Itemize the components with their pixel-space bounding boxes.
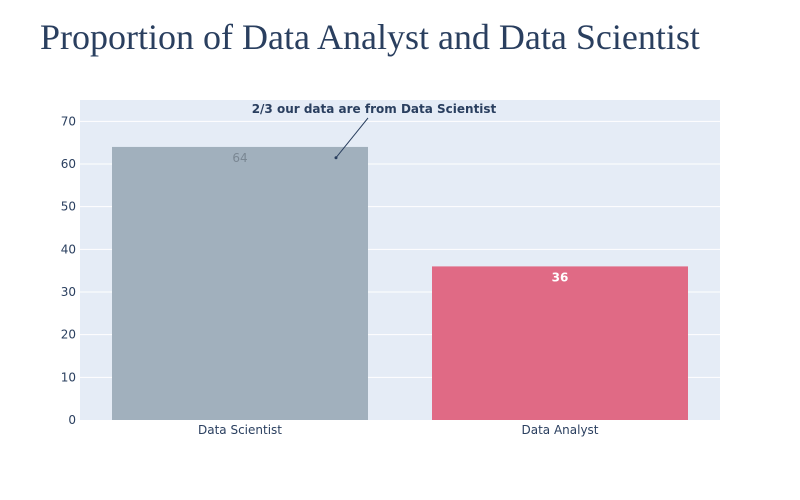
annotation-point [334, 156, 338, 160]
y-tick-label: 50 [61, 200, 76, 214]
x-tick-label: Data Analyst [521, 423, 598, 437]
bar [112, 146, 368, 420]
annotation-text: 2/3 our data are from Data Scientist [252, 102, 497, 116]
y-tick-label: 60 [61, 157, 76, 171]
bar-value-label: 64 [232, 151, 247, 165]
y-tick-label: 0 [68, 413, 76, 427]
bar [432, 266, 688, 420]
chart-title: Proportion of Data Analyst and Data Scie… [40, 17, 700, 57]
annotation-arrow [335, 117, 369, 159]
y-tick-label: 40 [61, 242, 76, 256]
bar-value-label: 36 [552, 270, 569, 284]
y-tick-label: 30 [61, 285, 76, 299]
y-tick-label: 70 [61, 114, 76, 128]
x-tick-label: Data Scientist [198, 423, 282, 437]
y-tick-label: 20 [61, 328, 76, 342]
y-tick-label: 10 [61, 370, 76, 384]
